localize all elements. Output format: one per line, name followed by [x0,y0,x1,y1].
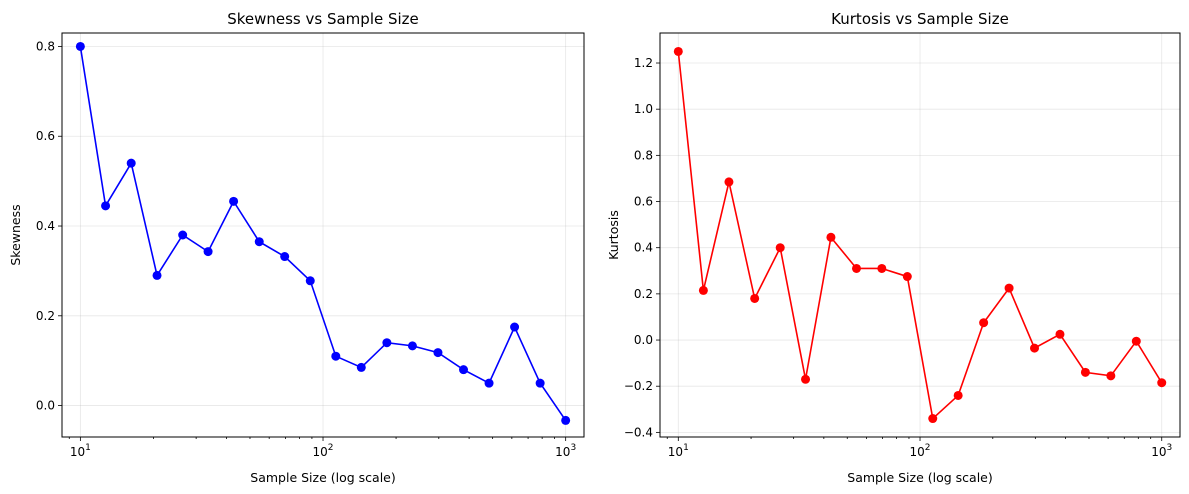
data-point [1004,283,1014,293]
x-tick-base: 10 [313,445,328,459]
x-tick-label: 101 [668,443,689,459]
data-point [126,158,136,168]
y-tick-label: 0.2 [36,309,55,323]
data-point [698,285,708,295]
x-tick-base: 10 [1151,445,1166,459]
series-line [79,46,567,421]
y-tick-label: 1.0 [634,102,653,116]
kurtosis-chart: 101 102 103−0.4−0.20.00.20.40.60.81.01.2Ku… [606,10,1181,485]
data-point [877,263,887,273]
data-point [1030,343,1040,353]
x-tick-exponent: 3 [570,443,576,453]
data-point [1131,336,1141,346]
chart-title: Skewness vs Sample Size [227,10,419,28]
data-point [254,237,264,247]
data-point [724,177,734,187]
data-point [1157,378,1167,388]
y-tick-label: 0.0 [634,333,653,347]
plot-frame [659,32,1181,438]
y-tick-label: 0.0 [36,399,55,413]
data-point [433,348,443,358]
data-point [178,230,188,240]
y-axis-label: Skewness [8,204,23,265]
x-tick-exponent: 1 [85,443,91,453]
y-tick-label: 0.6 [634,195,653,209]
chart-title: Kurtosis vs Sample Size [831,10,1009,28]
x-tick-label: 102 [313,443,334,459]
y-tick-label: 0.8 [36,39,55,53]
data-point [851,263,861,273]
y-tick-label: 0.2 [634,287,653,301]
data-point [928,414,938,424]
data-point [203,247,213,257]
x-tick-base: 10 [910,445,925,459]
data-point [1080,367,1090,377]
data-point [459,365,469,375]
x-tick-label: 102 [910,443,931,459]
y-tick-label: −0.4 [624,425,653,439]
data-point [356,362,366,372]
x-tick-base: 10 [70,445,85,459]
y-axis-label: Kurtosis [606,210,621,260]
data-point [331,351,341,361]
data-point [902,272,912,282]
data-point [305,276,315,286]
data-point [979,318,989,328]
data-point [484,378,494,388]
y-tick-label: 0.6 [36,129,55,143]
data-point [101,201,111,211]
x-tick-label: 101 [70,443,91,459]
x-tick-exponent: 2 [925,443,931,453]
y-tick-label: 0.4 [36,219,55,233]
data-point [673,46,683,56]
data-point [407,341,417,351]
y-tick-label: 1.2 [634,56,653,70]
series-line [677,51,1163,421]
x-tick-label: 103 [555,443,576,459]
x-axis-label: Sample Size (log scale) [847,470,992,485]
y-tick-label: −0.2 [624,379,653,393]
data-point [382,338,392,348]
plot-frame [61,32,585,438]
data-point [561,415,571,425]
data-point [229,196,239,206]
x-tick-exponent: 1 [683,443,689,453]
data-point [826,232,836,242]
data-point [775,243,785,253]
data-point [1055,329,1065,339]
data-point [75,41,85,51]
data-point [152,270,162,280]
x-tick-exponent: 2 [328,443,334,453]
x-tick-label: 103 [1151,443,1172,459]
y-tick-label: 0.8 [634,148,653,162]
x-tick-base: 10 [555,445,570,459]
data-point [535,378,545,388]
data-point [510,322,520,332]
x-axis-label: Sample Size (log scale) [250,470,395,485]
data-point [1106,371,1116,381]
data-point [750,293,760,303]
y-tick-label: 0.4 [634,241,653,255]
x-tick-base: 10 [668,445,683,459]
data-point [280,252,290,262]
data-point [953,390,963,400]
x-tick-exponent: 3 [1167,443,1173,453]
data-point [801,374,811,384]
